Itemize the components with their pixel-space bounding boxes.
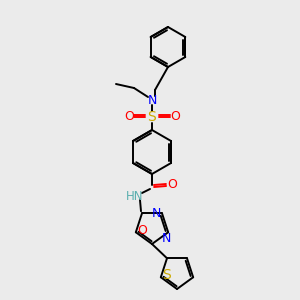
Text: O: O (137, 224, 147, 237)
Text: N: N (161, 232, 171, 245)
Text: N: N (151, 207, 161, 220)
Text: HN: HN (126, 190, 144, 203)
Text: O: O (170, 110, 180, 122)
Text: O: O (124, 110, 134, 122)
Text: S: S (148, 110, 156, 124)
Text: S: S (163, 268, 171, 282)
Text: O: O (167, 178, 177, 191)
Text: N: N (147, 94, 157, 106)
